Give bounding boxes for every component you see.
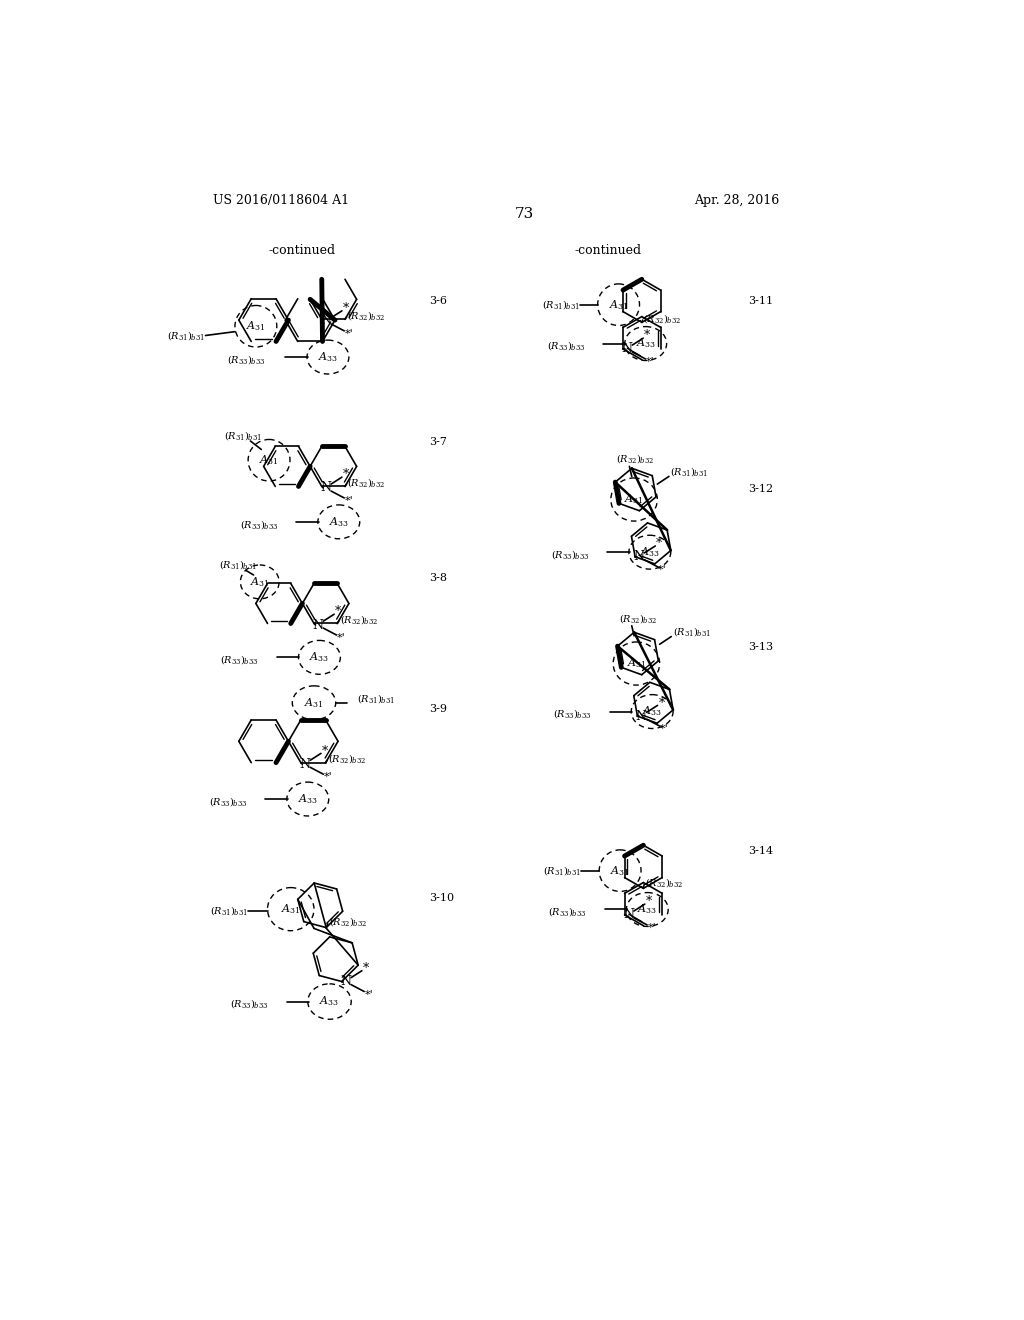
Text: *: * bbox=[645, 895, 651, 908]
Text: $(R_{31})_{b31}$: $(R_{31})_{b31}$ bbox=[210, 904, 248, 917]
Text: $(R_{33})_{b33}$: $(R_{33})_{b33}$ bbox=[553, 708, 592, 721]
Text: $(R_{33})_{b33}$: $(R_{33})_{b33}$ bbox=[240, 517, 279, 531]
Text: $A_{33}$: $A_{33}$ bbox=[309, 651, 330, 664]
Text: $(R_{32})_{b32}$: $(R_{32})_{b32}$ bbox=[347, 477, 386, 488]
Text: $(R_{33})_{b33}$: $(R_{33})_{b33}$ bbox=[227, 352, 266, 366]
Text: N: N bbox=[312, 619, 324, 631]
Text: *: * bbox=[644, 329, 650, 342]
Text: 3-8: 3-8 bbox=[429, 573, 446, 583]
Text: 3-6: 3-6 bbox=[429, 296, 446, 306]
Text: $(R_{31})_{b31}$: $(R_{31})_{b31}$ bbox=[356, 693, 394, 705]
Text: 3-11: 3-11 bbox=[748, 296, 773, 306]
Text: *: * bbox=[658, 697, 665, 710]
Text: 3-12: 3-12 bbox=[748, 484, 773, 495]
Text: $A_{33}$: $A_{33}$ bbox=[319, 995, 340, 1008]
Text: $A_{33}$: $A_{33}$ bbox=[329, 515, 349, 529]
Text: *': *' bbox=[344, 496, 353, 506]
Text: $A_{31}$: $A_{31}$ bbox=[246, 319, 266, 333]
Text: N: N bbox=[340, 975, 351, 987]
Text: 73: 73 bbox=[515, 207, 535, 220]
Text: N: N bbox=[622, 342, 633, 355]
Text: $(R_{31})_{b31}$: $(R_{31})_{b31}$ bbox=[542, 298, 580, 312]
Text: *': *' bbox=[344, 329, 353, 339]
Text: $(R_{32})_{b32}$: $(R_{32})_{b32}$ bbox=[340, 612, 378, 626]
Text: $A_{33}$: $A_{33}$ bbox=[298, 792, 317, 807]
Text: $(R_{33})_{b33}$: $(R_{33})_{b33}$ bbox=[547, 339, 586, 352]
Text: $(R_{33})_{b33}$: $(R_{33})_{b33}$ bbox=[220, 653, 259, 667]
Text: 3-10: 3-10 bbox=[429, 892, 454, 903]
Text: N: N bbox=[636, 710, 647, 722]
Text: N: N bbox=[623, 908, 634, 921]
Text: $A_{33}$: $A_{33}$ bbox=[317, 350, 338, 364]
Text: N: N bbox=[299, 758, 310, 771]
Text: $(R_{32})_{b32}$: $(R_{32})_{b32}$ bbox=[347, 309, 386, 322]
Text: *': *' bbox=[660, 725, 669, 734]
Text: $A_{31}$: $A_{31}$ bbox=[625, 492, 644, 507]
Text: 3-13: 3-13 bbox=[748, 643, 773, 652]
Text: $(R_{31})_{b31}$: $(R_{31})_{b31}$ bbox=[673, 626, 711, 639]
Text: $(R_{33})_{b33}$: $(R_{33})_{b33}$ bbox=[209, 795, 248, 808]
Text: 3-9: 3-9 bbox=[429, 704, 446, 714]
Text: $(R_{31})_{b31}$: $(R_{31})_{b31}$ bbox=[671, 465, 709, 478]
Text: $(R_{32})_{b32}$: $(R_{32})_{b32}$ bbox=[329, 915, 367, 928]
Text: *': *' bbox=[647, 923, 656, 933]
Text: N: N bbox=[321, 482, 331, 495]
Text: $A_{33}$: $A_{33}$ bbox=[640, 545, 659, 560]
Text: 3-14: 3-14 bbox=[748, 846, 773, 857]
Text: *': *' bbox=[337, 634, 345, 643]
Text: *': *' bbox=[646, 356, 654, 367]
Text: 3-7: 3-7 bbox=[429, 437, 446, 446]
Text: $A_{31}$: $A_{31}$ bbox=[259, 453, 279, 467]
Text: *: * bbox=[656, 537, 663, 550]
Text: $(R_{33})_{b33}$: $(R_{33})_{b33}$ bbox=[548, 906, 587, 919]
Text: US 2016/0118604 A1: US 2016/0118604 A1 bbox=[213, 194, 349, 207]
Text: *: * bbox=[335, 606, 341, 618]
Text: $(R_{32})_{b32}$: $(R_{32})_{b32}$ bbox=[616, 453, 654, 465]
Text: $A_{33}$: $A_{33}$ bbox=[642, 705, 663, 718]
Text: *: * bbox=[343, 302, 349, 315]
Text: $(R_{33})_{b33}$: $(R_{33})_{b33}$ bbox=[230, 998, 269, 1010]
Text: $A_{33}$: $A_{33}$ bbox=[636, 337, 655, 350]
Text: *: * bbox=[362, 962, 369, 975]
Text: $(R_{32})_{b32}$: $(R_{32})_{b32}$ bbox=[618, 611, 656, 624]
Text: $A_{33}$: $A_{33}$ bbox=[637, 903, 657, 916]
Text: $(R_{33})_{b33}$: $(R_{33})_{b33}$ bbox=[551, 548, 590, 561]
Text: $A_{31}$: $A_{31}$ bbox=[610, 863, 630, 878]
Text: *': *' bbox=[365, 990, 373, 999]
Text: *': *' bbox=[324, 772, 333, 783]
Text: -continued: -continued bbox=[574, 244, 642, 257]
Text: $A_{31}$: $A_{31}$ bbox=[250, 576, 269, 589]
Text: *: * bbox=[343, 469, 349, 482]
Text: $(R_{31})_{b31}$: $(R_{31})_{b31}$ bbox=[544, 865, 582, 878]
Text: $(R_{31})_{b31}$: $(R_{31})_{b31}$ bbox=[223, 429, 262, 442]
Text: $A_{31}$: $A_{31}$ bbox=[281, 903, 301, 916]
Text: $(R_{32})_{b32}$: $(R_{32})_{b32}$ bbox=[643, 312, 682, 325]
Text: N: N bbox=[634, 550, 644, 564]
Text: $A_{31}$: $A_{31}$ bbox=[304, 696, 324, 710]
Text: N: N bbox=[321, 314, 331, 326]
Text: *: * bbox=[322, 744, 328, 758]
Text: Apr. 28, 2016: Apr. 28, 2016 bbox=[693, 194, 779, 207]
Text: $(R_{31})_{b31}$: $(R_{31})_{b31}$ bbox=[219, 558, 257, 572]
Text: $(R_{32})_{b32}$: $(R_{32})_{b32}$ bbox=[328, 752, 367, 766]
Text: $(R_{32})_{b32}$: $(R_{32})_{b32}$ bbox=[645, 875, 683, 888]
Text: $(R_{31})_{b31}$: $(R_{31})_{b31}$ bbox=[167, 329, 206, 342]
Text: $A_{31}$: $A_{31}$ bbox=[627, 656, 646, 671]
Text: *': *' bbox=[657, 565, 667, 574]
Text: -continued: -continued bbox=[269, 244, 336, 257]
Text: $A_{31}$: $A_{31}$ bbox=[608, 298, 629, 312]
